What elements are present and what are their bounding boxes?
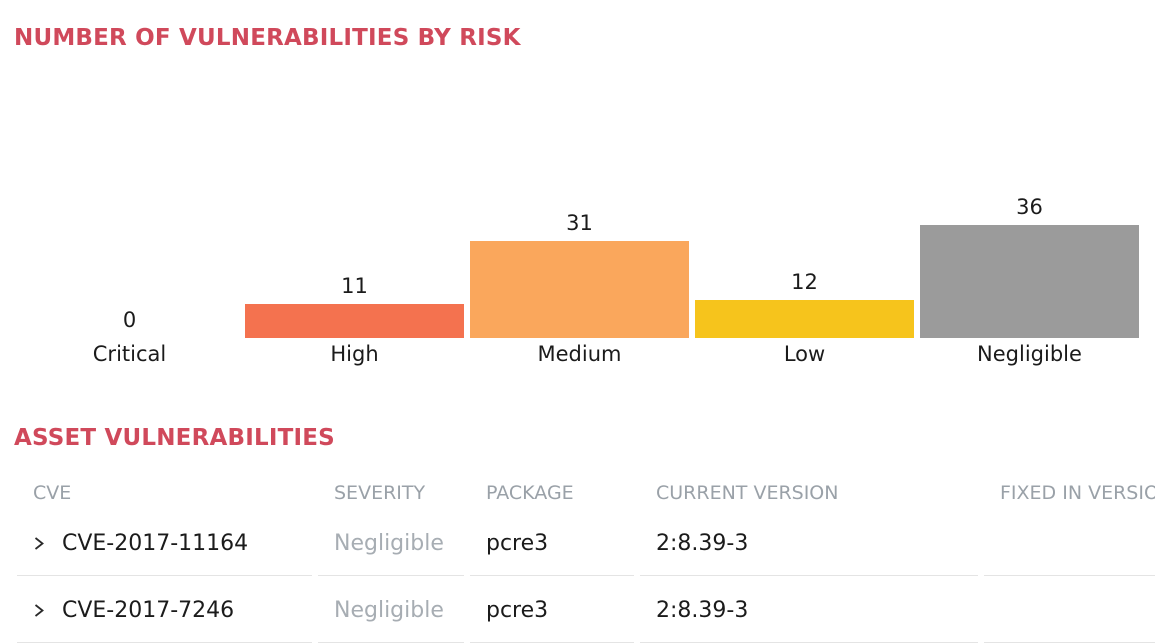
bar-column-low: 12 (692, 190, 917, 338)
vulnerabilities-by-risk-title: NUMBER OF VULNERABILITIES BY RISK (14, 25, 521, 51)
column-header-package: PACKAGE (486, 482, 574, 503)
package-cell: pcre3 (470, 509, 634, 576)
bar-column-negligible: 36 (917, 190, 1142, 338)
cve-id: CVE-2017-11164 (62, 530, 249, 556)
bar-value-critical: 0 (122, 308, 137, 332)
bar-low (695, 300, 914, 338)
bar-column-high: 11 (242, 190, 467, 338)
column-header-cve: CVE (33, 482, 72, 503)
bar-value-low: 12 (791, 270, 818, 294)
bar-column-medium: 31 (467, 190, 692, 338)
column-header-fixed-in-version: FIXED IN VERSION (1000, 482, 1155, 503)
severity-cell: Negligible (318, 509, 464, 576)
row-expander-chevron-right-icon[interactable] (33, 536, 45, 551)
risk-bar-chart-category-labels: Critical High Medium Low Negligible (17, 342, 1142, 366)
table-header-row: CVE SEVERITY PACKAGE CURRENT VERSION FIX… (17, 481, 1155, 503)
table-body: CVE-2017-11164 Negligible pcre3 2:8.39-3 CVE… (17, 509, 1155, 643)
bar-medium (470, 241, 689, 338)
bar-column-critical: 0 (17, 190, 242, 338)
current-version-cell: 2:8.39-3 (640, 509, 978, 576)
fixed-in-version-cell (984, 509, 1155, 576)
bar-negligible (920, 225, 1139, 338)
risk-bar-chart: 0 11 31 12 36 (17, 190, 1142, 338)
bar-label-high: High (330, 342, 379, 366)
cve-cell: CVE-2017-11164 (17, 509, 312, 576)
bar-value-medium: 31 (566, 211, 593, 235)
bar-value-negligible: 36 (1016, 195, 1043, 219)
column-header-current-version: CURRENT VERSION (656, 482, 839, 503)
bar-label-negligible: Negligible (977, 342, 1082, 366)
bar-high (245, 304, 464, 338)
asset-vulnerabilities-title: ASSET VULNERABILITIES (14, 425, 335, 451)
bar-label-critical: Critical (92, 342, 167, 366)
column-header-severity: SEVERITY (334, 482, 426, 503)
vulnerabilities-table: CVE SEVERITY PACKAGE CURRENT VERSION FIX… (17, 481, 1155, 643)
table-row[interactable]: CVE-2017-11164 Negligible pcre3 2:8.39-3 (17, 509, 1155, 576)
bar-value-high: 11 (341, 274, 368, 298)
bar-label-low: Low (783, 342, 826, 366)
row-expander-chevron-right-icon[interactable] (33, 603, 45, 618)
cve-id: CVE-2017-7246 (62, 597, 235, 623)
bar-label-medium: Medium (537, 342, 622, 366)
